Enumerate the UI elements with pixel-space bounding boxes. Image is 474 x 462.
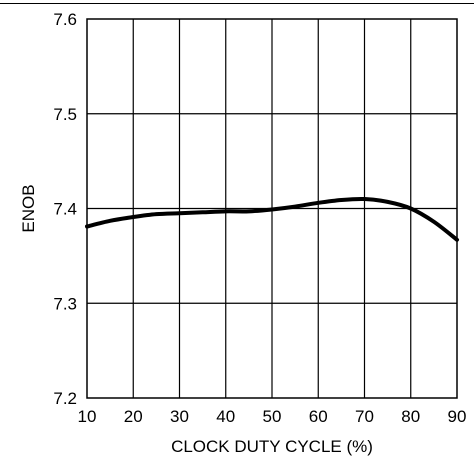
x-tick-label: 80: [401, 407, 420, 426]
x-tick-label: 40: [216, 407, 235, 426]
x-tick-labels: 10 20 30 40 50 60 70 80 90: [78, 407, 467, 426]
x-tick-label: 20: [124, 407, 143, 426]
x-tick-label: 10: [78, 407, 97, 426]
top-border-line: [0, 3, 474, 4]
y-tick-label: 7.3: [53, 294, 77, 313]
x-tick-label: 50: [263, 407, 282, 426]
series-line: [85, 196, 459, 242]
y-tick-label: 7.4: [53, 200, 77, 219]
x-tick-label: 60: [309, 407, 328, 426]
x-tick-label: 90: [448, 407, 467, 426]
plot-frame: [86, 18, 458, 399]
y-tick-label: 7.6: [53, 10, 77, 29]
x-tick-label: 30: [170, 407, 189, 426]
y-axis-label: ENOB: [19, 184, 38, 232]
x-axis-label: CLOCK DUTY CYCLE (%): [171, 437, 373, 456]
grid: [87, 19, 457, 398]
y-tick-label: 7.5: [53, 105, 77, 124]
y-tick-labels: 7.6 7.5 7.4 7.3 7.2: [53, 10, 77, 408]
x-tick-label: 70: [355, 407, 374, 426]
y-tick-label: 7.2: [53, 389, 77, 408]
